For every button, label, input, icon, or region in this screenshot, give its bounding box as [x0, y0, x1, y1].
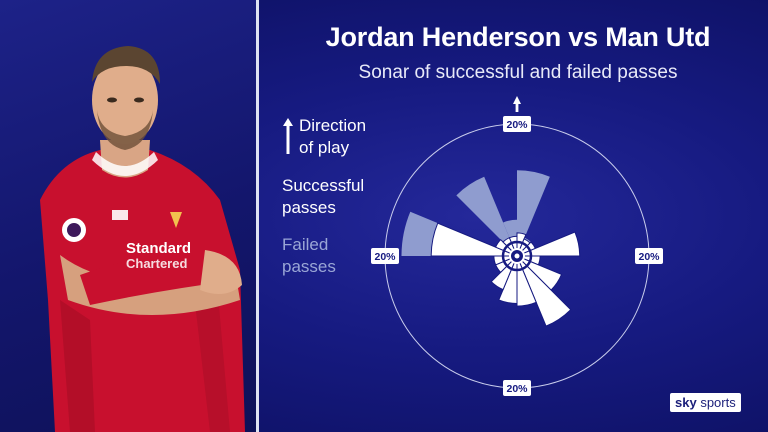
chart-title: Jordan Henderson vs Man Utd — [325, 22, 711, 52]
legend-successful-line2: passes — [282, 198, 336, 217]
legend-direction: Direction of play — [299, 115, 389, 159]
direction-arrow-icon — [283, 118, 293, 154]
sonar-center-dot — [514, 253, 520, 259]
sky-sports-logo: sky sports — [670, 393, 741, 412]
up-arrow-icon — [513, 96, 521, 112]
axis-label-box — [371, 248, 399, 264]
sonar-hub-ring — [501, 240, 533, 272]
brand-sports: sports — [700, 395, 736, 410]
axis-label-20-percent: 20% — [638, 251, 660, 263]
brand-sky: sky — [675, 395, 697, 410]
legend-failed: Failed passes — [282, 234, 382, 278]
legend-successful-line1: Successful — [282, 176, 365, 195]
axis-label-20-percent: 20% — [506, 383, 528, 395]
legend-failed-line1: Failed — [282, 235, 329, 254]
legend-direction-line2: of play — [299, 138, 350, 157]
successful-pass-wedge — [430, 222, 518, 257]
successful-pass-wedge — [490, 255, 518, 291]
successful-pass-wedge — [516, 231, 581, 257]
pass-sonar-chart: 20% 20% 20% 20% — [371, 96, 663, 396]
player-photo-panel: Standard Chartered — [0, 0, 256, 432]
svg-text:Chartered: Chartered — [126, 256, 187, 271]
axis-label-box — [503, 380, 531, 396]
legend-successful: Successful passes — [282, 175, 382, 219]
svg-text:Standard: Standard — [126, 240, 191, 257]
player-photo: Standard Chartered — [40, 46, 245, 432]
chart-subtitle: Sonar of successful and failed passes — [358, 62, 678, 83]
legend-failed-line2: passes — [282, 257, 336, 276]
axis-label-box — [503, 116, 531, 132]
panel-divider — [256, 0, 259, 432]
successful-pass-wedge — [516, 255, 572, 327]
axis-label-20-percent: 20% — [506, 119, 528, 131]
legend-direction-line1: Direction — [299, 116, 367, 135]
failed-pass-wedge — [456, 176, 517, 256]
axis-label-box — [635, 248, 663, 264]
axis-label-20-percent: 20% — [374, 251, 396, 263]
